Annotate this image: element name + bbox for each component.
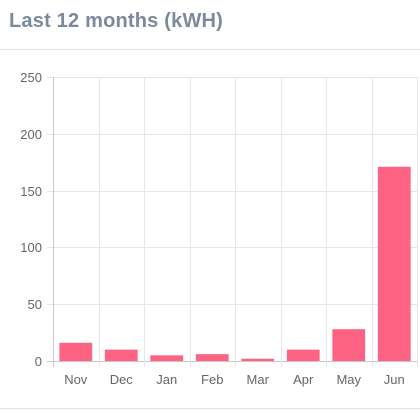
chart-card-title: Last 12 months (kWH): [9, 10, 224, 32]
x-tick-label: Jan: [156, 372, 177, 387]
y-tick-label: 100: [20, 240, 42, 255]
bar-jun[interactable]: [377, 166, 411, 361]
y-tick-label: 0: [35, 354, 42, 369]
bottom-divider: [0, 408, 420, 409]
grid-lines: [47, 77, 418, 367]
x-tick-label: May: [336, 372, 361, 387]
bar-dec[interactable]: [104, 349, 138, 361]
x-tick-label: Dec: [110, 372, 134, 387]
y-tick-label: 150: [20, 184, 42, 199]
x-tick-labels: Nov Dec Jan Feb Mar Apr May Jun: [64, 372, 405, 387]
energy-bar-chart: 0 50 100 150 200 250 Nov Dec Jan Feb Mar Apr May Jun: [20, 70, 418, 387]
bar-feb[interactable]: [195, 354, 229, 361]
y-tick-label: 250: [20, 70, 42, 85]
title-divider: [0, 49, 420, 50]
bar-may[interactable]: [332, 329, 366, 361]
y-tick-label: 50: [28, 297, 42, 312]
x-tick-label: Mar: [247, 372, 270, 387]
y-tick-label: 200: [20, 127, 42, 142]
x-tick-label: Jun: [384, 372, 405, 387]
x-tick-label: Apr: [293, 372, 314, 387]
bar-apr[interactable]: [286, 349, 320, 361]
bar-jan[interactable]: [150, 355, 184, 361]
y-tick-labels: 0 50 100 150 200 250: [20, 70, 42, 369]
x-tick-label: Nov: [64, 372, 88, 387]
bar-mar[interactable]: [241, 358, 275, 361]
bars: [59, 166, 411, 361]
bar-nov[interactable]: [59, 342, 93, 361]
x-tick-label: Feb: [201, 372, 223, 387]
